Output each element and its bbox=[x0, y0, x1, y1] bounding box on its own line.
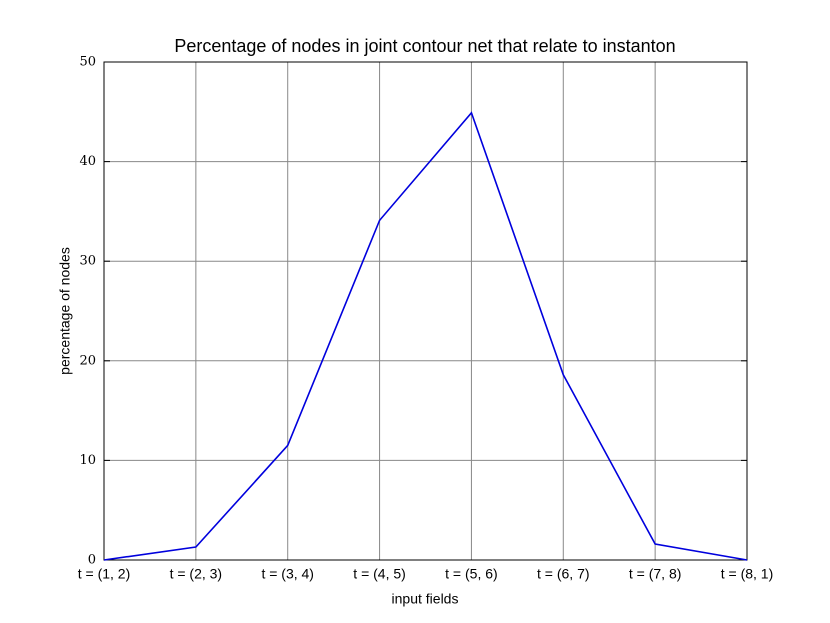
x-tick-label: t = (3, 4) bbox=[261, 566, 314, 582]
x-tick-label: t = (6, 7) bbox=[537, 566, 590, 582]
line bbox=[103, 111, 748, 561]
x-tick-label: t = (2, 3) bbox=[170, 566, 223, 582]
x-tick-label: t = (8, 1) bbox=[721, 566, 774, 582]
x-tick-label: t = (1, 2) bbox=[78, 566, 131, 582]
y-tick-label: 10 bbox=[79, 453, 96, 468]
x-tick-label: t = (7, 8) bbox=[629, 566, 682, 582]
y-tick-label: 50 bbox=[79, 55, 96, 70]
x-tick-label: t = (5, 6) bbox=[445, 566, 498, 582]
plot-frame bbox=[103, 61, 748, 561]
chart-title: Percentage of nodes in joint contour net… bbox=[174, 36, 675, 56]
y-tick-label: 30 bbox=[79, 254, 96, 269]
x-tick-label: t = (4, 5) bbox=[353, 566, 406, 582]
y-tick-label: 0 bbox=[88, 553, 96, 568]
y-tick-label: 20 bbox=[79, 353, 96, 368]
y-axis-label: percentage of nodes bbox=[57, 247, 73, 375]
x-axis-label: input fields bbox=[392, 591, 459, 607]
y-tick-label: 40 bbox=[79, 154, 96, 169]
